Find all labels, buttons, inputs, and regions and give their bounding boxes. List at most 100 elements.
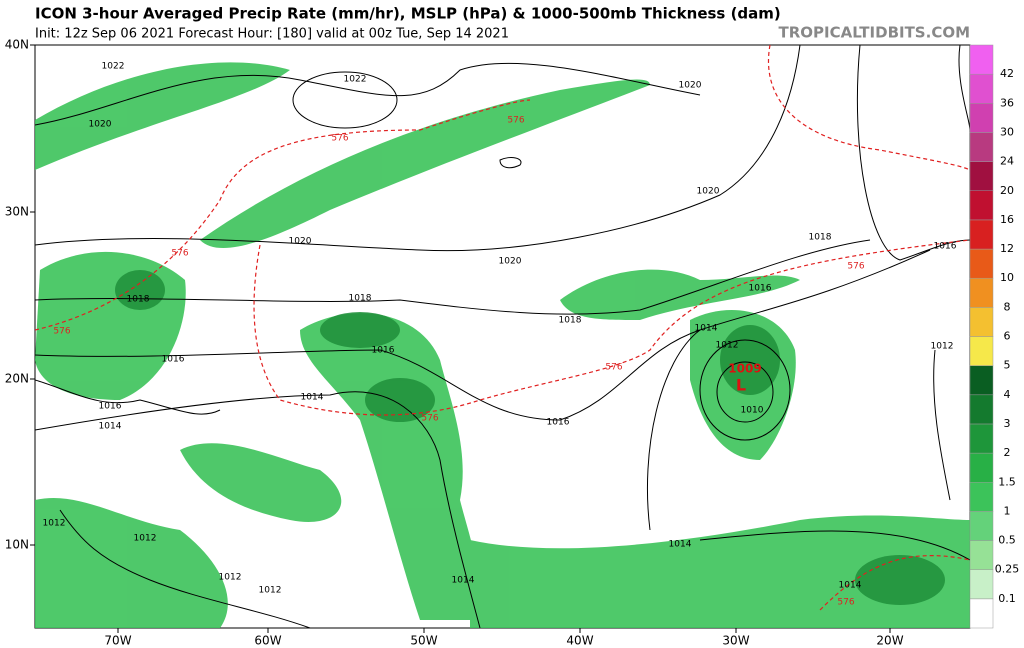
isobar-label: 1012: [931, 342, 954, 352]
colorbar-label: 6: [1004, 330, 1011, 343]
thickness-label: 576: [53, 327, 70, 337]
isobar-label: 1016: [547, 418, 570, 428]
isobar-label: 1012: [716, 341, 739, 351]
colorbar-label: 42: [1000, 67, 1014, 80]
isobar-label: 1016: [372, 346, 395, 356]
colorbar-label: 24: [1000, 155, 1014, 168]
colorbar: 0.1 0.25 0.5 1 1.5 2 3 4 5 6 8 10 12 16 20 24 30 36 42: [969, 44, 1019, 629]
thickness: [35, 45, 970, 611]
isobar-label: 1022: [344, 75, 367, 85]
isobar-label: 1016: [99, 402, 122, 412]
colorbar-label: 16: [1000, 213, 1014, 226]
low-symbol: L: [736, 376, 746, 395]
colorbar-swatch: [969, 248, 994, 279]
colorbar-swatch: [969, 219, 994, 250]
colorbar-swatch: [969, 132, 994, 162]
colorbar-swatch: [969, 161, 994, 192]
isobar-label: 1018: [559, 316, 582, 326]
lon-label: 30W: [722, 634, 749, 648]
colorbar-label: 3: [1004, 417, 1011, 430]
colorbar-label: 20: [1000, 184, 1014, 197]
low-pressure: 1009: [728, 362, 761, 376]
lat-label: 30N: [5, 205, 29, 219]
coastlines: [35, 45, 970, 628]
colorbar-label: 10: [1000, 271, 1014, 284]
isobar-label: 1016: [749, 284, 772, 294]
isobar-label: 1014: [839, 581, 862, 591]
thickness-label: 576: [605, 363, 622, 373]
colorbar-label: 8: [1004, 300, 1011, 313]
colorbar-swatch: [969, 394, 994, 425]
isobar-label: 1014: [695, 324, 718, 334]
isobar-label: 1012: [219, 573, 242, 583]
lat-label: 10N: [5, 538, 29, 552]
isobar-label: 1012: [134, 534, 157, 544]
isobar-label: 1016: [162, 355, 185, 365]
colorbar-swatch: [969, 540, 994, 570]
thickness-label: 576: [171, 249, 188, 259]
subtitle: Init: 12z Sep 06 2021 Forecast Hour: [18…: [35, 27, 509, 42]
colorbar-swatch: [969, 423, 994, 454]
isobar-label: 1018: [349, 294, 372, 304]
isobar-label: 1020: [697, 187, 720, 197]
isobar-label: 1010: [741, 406, 764, 416]
colorbar-swatch: [969, 569, 994, 600]
colorbar-swatch: [969, 103, 994, 133]
lon-label: 20W: [876, 634, 903, 648]
thickness-label: 576: [421, 414, 438, 424]
isobar-label: 1020: [679, 81, 702, 91]
colorbar-swatch: [969, 598, 994, 629]
lat-label: 20N: [5, 372, 29, 386]
lon-label: 60W: [254, 634, 281, 648]
axes: 40N 30N 20N 10N 70W 60W 50W 40W 30W 20W: [5, 38, 904, 648]
contour-labels: 1022 1022 1020 1020 1020 1020 1020 1018 1018 1018…: [43, 62, 957, 608]
title: ICON 3-hour Averaged Precip Rate (mm/hr)…: [35, 5, 781, 23]
colorbar-swatch: [969, 307, 994, 337]
colorbar-label: 0.5: [998, 534, 1016, 547]
colorbar-swatch: [969, 511, 994, 541]
lon-label: 70W: [104, 634, 131, 648]
map-area: 1022 1022 1020 1020 1020 1020 1020 1018 1018 1018…: [34, 44, 971, 629]
isobar-label: 1016: [934, 242, 957, 252]
lat-label: 40N: [5, 38, 29, 52]
isobar-label: 1018: [809, 233, 832, 243]
lon-label: 40W: [566, 634, 593, 648]
isobar-label: 1014: [301, 393, 324, 403]
watermark: TROPICALTIDBITS.COM: [779, 24, 971, 42]
colorbar-label: 1.5: [998, 475, 1016, 488]
colorbar-swatch: [969, 482, 994, 512]
isobar-label: 1020: [89, 120, 112, 130]
isobars: [35, 45, 970, 628]
colorbar-label: 12: [1000, 242, 1014, 255]
isobar-label: 1014: [452, 576, 475, 586]
thickness-label: 576: [507, 116, 524, 126]
colorbar-label: 5: [1004, 359, 1011, 372]
colorbar-label: 1: [1004, 504, 1011, 517]
colorbar-label: 4: [1004, 388, 1011, 401]
isobar-label: 1014: [669, 540, 692, 550]
colorbar-swatch: [969, 190, 994, 221]
colorbar-label: 0.1: [998, 592, 1016, 605]
colorbar-label: 30: [1000, 125, 1014, 138]
colorbar-swatch: [969, 365, 994, 396]
thickness-label: 576: [837, 598, 854, 608]
colorbar-swatch: [969, 336, 994, 366]
precip: [35, 62, 970, 628]
isobar-label: 1012: [43, 519, 66, 529]
colorbar-swatch: [969, 44, 994, 75]
isobar-label: 1014: [99, 422, 122, 432]
colorbar-label: 2: [1004, 446, 1011, 459]
isobar-label: 1018: [127, 295, 150, 305]
colorbar-swatch: [969, 452, 994, 483]
isobar-label: 1020: [499, 257, 522, 267]
colorbar-swatch: [969, 73, 994, 104]
thickness-label: 576: [847, 262, 864, 272]
colorbar-swatch: [969, 277, 994, 308]
colorbar-label: 36: [1000, 96, 1014, 109]
thickness-label: 576: [331, 134, 348, 144]
isobar-label: 1012: [259, 586, 282, 596]
lon-label: 50W: [410, 634, 437, 648]
isobar-label: 1022: [102, 62, 125, 72]
isobar-label: 1020: [289, 237, 312, 247]
